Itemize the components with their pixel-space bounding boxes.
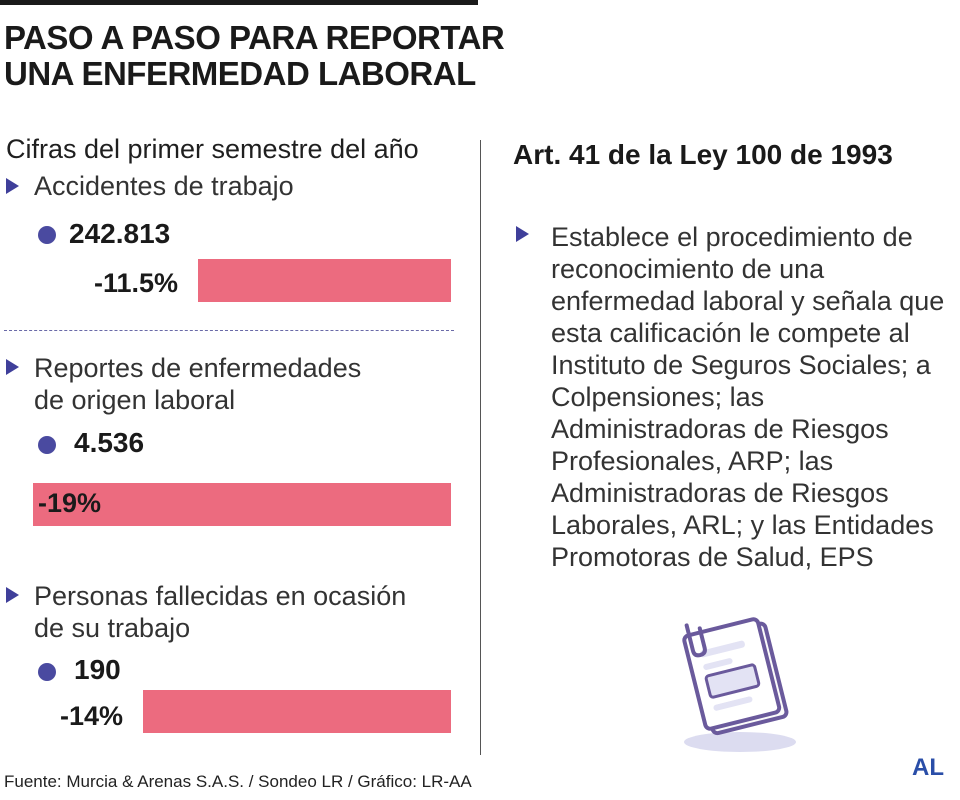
item-label-enfermedades: Reportes de enfermedades de origen labor… <box>34 352 361 416</box>
page-title: PASO A PASO PARA REPORTAR UNA ENFERMEDAD… <box>4 19 505 92</box>
item-label-accidentes: Accidentes de trabajo <box>34 171 294 201</box>
bar-fallecidas <box>143 690 451 733</box>
value-fallecidas: 190 <box>74 654 121 685</box>
document-clip-icon <box>682 617 796 752</box>
bullet-dot-icon <box>38 663 56 681</box>
change-enfermedades: -19% <box>38 488 102 518</box>
value-accidentes: 242.813 <box>69 218 171 249</box>
subtitle: Cifras del primer semestre del año <box>6 134 419 164</box>
bar-accidentes <box>198 259 451 302</box>
bullet-dot-icon <box>38 226 56 244</box>
item-label-line-1: Reportes de enfermedades <box>34 353 362 383</box>
column-divider <box>480 140 481 755</box>
section-divider <box>4 330 454 331</box>
value-enfermedades: 4.536 <box>74 427 145 458</box>
top-rule <box>0 0 478 5</box>
bullet-triangle-icon <box>6 587 19 603</box>
item-label-line-1: Personas fallecidas en ocasión <box>34 581 407 611</box>
item-label-fallecidas: Personas fallecidas en ocasión de su tra… <box>34 580 406 644</box>
title-line-2: UNA ENFERMEDAD LABORAL <box>4 55 476 92</box>
bullet-dot-icon <box>38 436 56 454</box>
bullet-triangle-icon <box>6 178 19 194</box>
bar-enfermedades <box>33 483 451 526</box>
item-label-line-2: de origen laboral <box>34 385 236 415</box>
logo: AL <box>912 754 944 781</box>
change-fallecidas: -14% <box>60 701 124 731</box>
title-line-1: PASO A PASO PARA REPORTAR <box>4 19 505 56</box>
item-label-line-2: de su trabajo <box>34 613 191 643</box>
article-text: Establece el procedimiento de reconocimi… <box>551 222 945 572</box>
bullet-triangle-icon <box>516 226 529 242</box>
change-accidentes: -11.5% <box>94 268 179 298</box>
bullet-triangle-icon <box>6 359 19 375</box>
article-title: Art. 41 de la Ley 100 de 1993 <box>513 139 893 170</box>
source-note: Fuente: Murcia & Arenas S.A.S. / Sondeo … <box>4 772 472 791</box>
